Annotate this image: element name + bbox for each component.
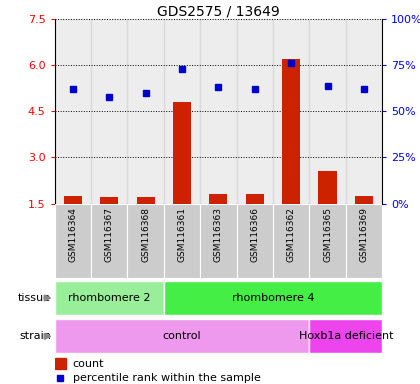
- Text: count: count: [73, 359, 104, 369]
- Text: GSM116364: GSM116364: [68, 207, 77, 262]
- Bar: [55, 204, 91, 278]
- Bar: [64, 196, 82, 204]
- Bar: [100, 197, 118, 204]
- Bar: [310, 319, 382, 353]
- Text: GSM116367: GSM116367: [105, 207, 114, 262]
- Bar: [55, 19, 91, 204]
- Text: GSM116361: GSM116361: [178, 207, 186, 262]
- Bar: [209, 194, 228, 204]
- Bar: [173, 102, 191, 204]
- Text: percentile rank within the sample: percentile rank within the sample: [73, 373, 260, 383]
- Bar: [136, 197, 155, 204]
- Text: control: control: [163, 331, 201, 341]
- Bar: [310, 19, 346, 204]
- Bar: [91, 19, 127, 204]
- Text: strain: strain: [19, 331, 51, 341]
- Text: rhombomere 4: rhombomere 4: [232, 293, 314, 303]
- Bar: [55, 358, 66, 369]
- Bar: [91, 204, 127, 278]
- Bar: [200, 204, 236, 278]
- Bar: [346, 19, 382, 204]
- Bar: [164, 19, 200, 204]
- Text: GSM116363: GSM116363: [214, 207, 223, 262]
- Bar: [273, 19, 310, 204]
- Text: tissue: tissue: [18, 293, 51, 303]
- Text: GSM116362: GSM116362: [287, 207, 296, 262]
- Bar: [127, 204, 164, 278]
- Text: GSM116369: GSM116369: [360, 207, 368, 262]
- Bar: [236, 19, 273, 204]
- Bar: [55, 319, 310, 353]
- Text: GSM116368: GSM116368: [141, 207, 150, 262]
- Bar: [236, 204, 273, 278]
- Bar: [273, 204, 310, 278]
- Bar: [318, 171, 337, 204]
- Text: GSM116366: GSM116366: [250, 207, 259, 262]
- Bar: [200, 19, 236, 204]
- Bar: [282, 59, 300, 204]
- Bar: [346, 204, 382, 278]
- Text: GSM116365: GSM116365: [323, 207, 332, 262]
- Text: rhombomere 2: rhombomere 2: [68, 293, 150, 303]
- Bar: [164, 281, 382, 315]
- Bar: [246, 194, 264, 204]
- Bar: [310, 204, 346, 278]
- Bar: [55, 281, 164, 315]
- Bar: [164, 204, 200, 278]
- Bar: [355, 197, 373, 204]
- Bar: [127, 19, 164, 204]
- Title: GDS2575 / 13649: GDS2575 / 13649: [157, 4, 280, 18]
- Text: Hoxb1a deficient: Hoxb1a deficient: [299, 331, 393, 341]
